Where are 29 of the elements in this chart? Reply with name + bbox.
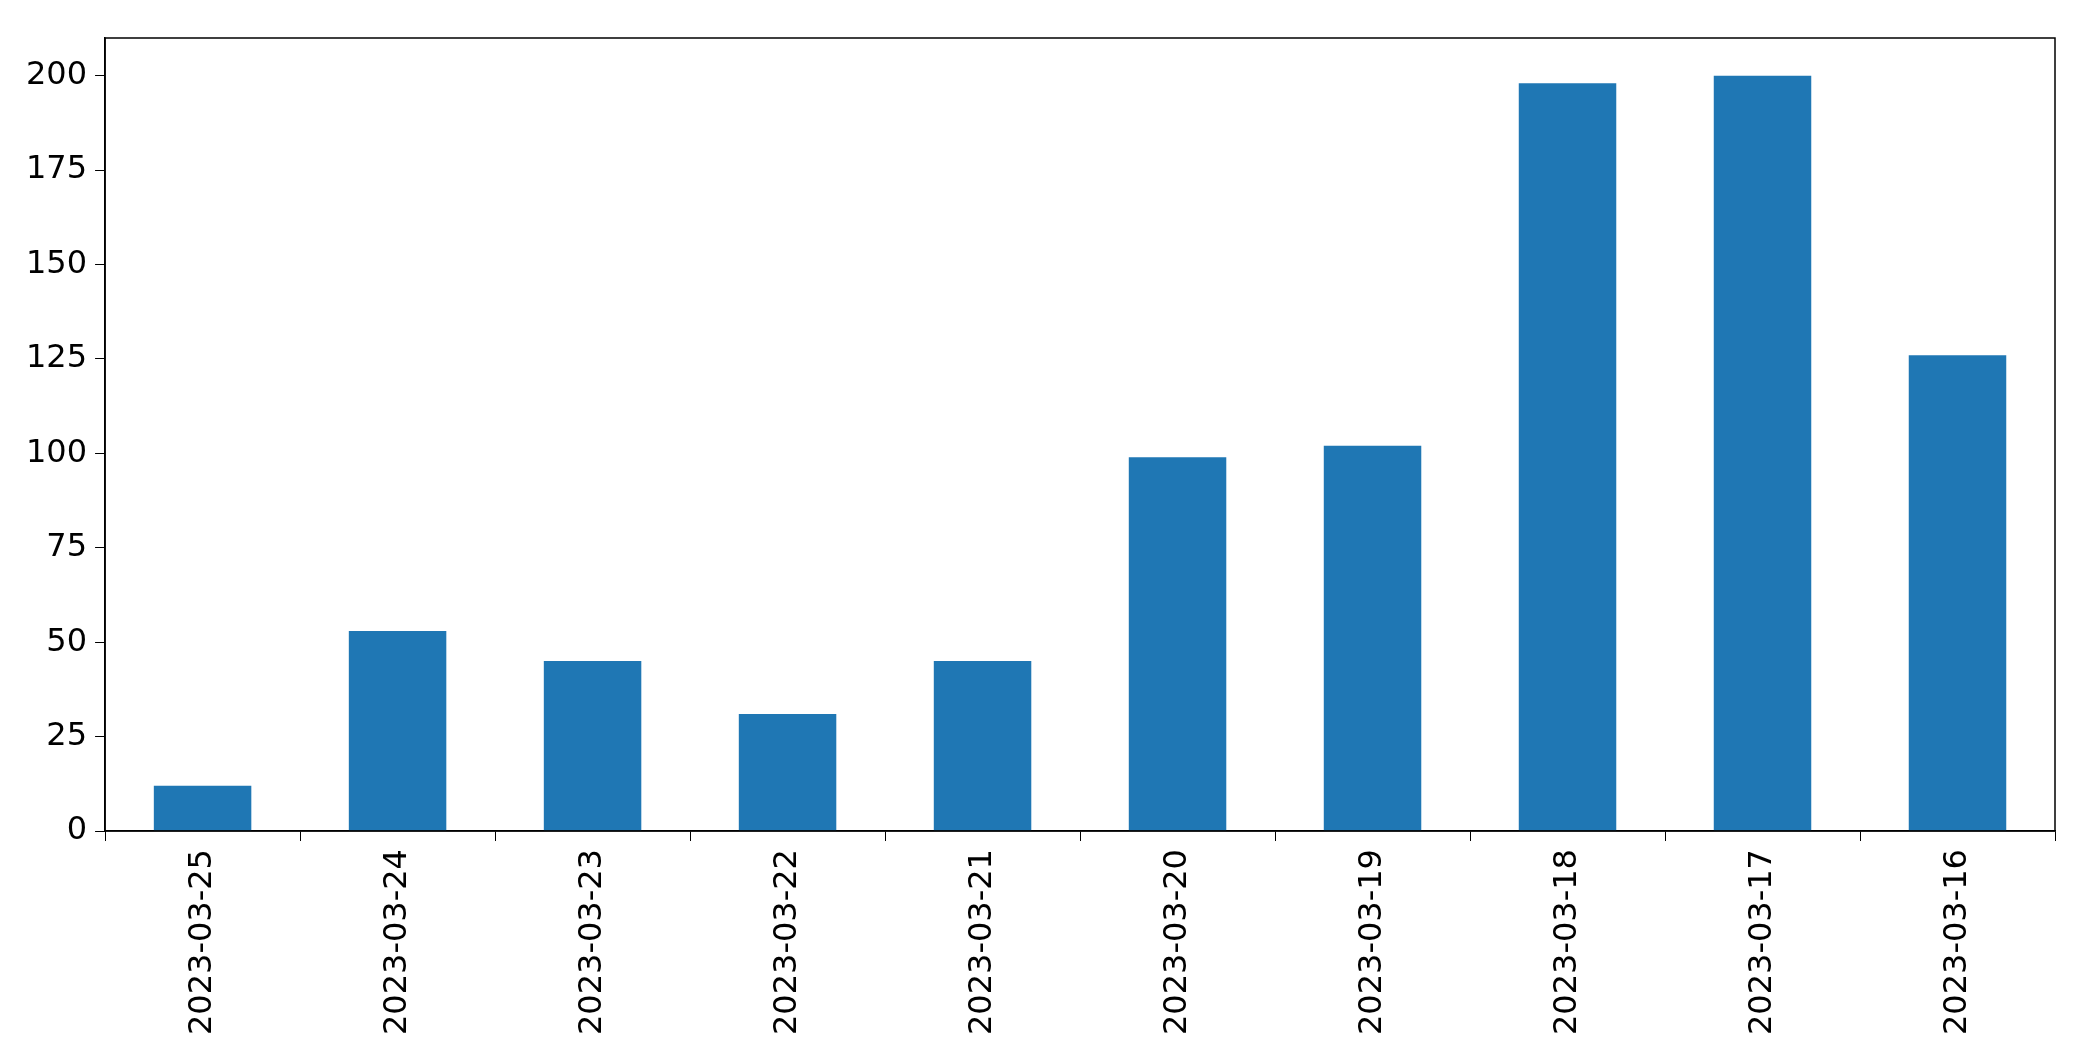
y-tick-label: 150	[26, 242, 88, 281]
x-tick-label: 2023-03-17	[1740, 849, 1779, 1035]
x-tick-label: 2023-03-19	[1350, 849, 1389, 1035]
bar	[933, 661, 1032, 831]
bar	[738, 713, 837, 831]
y-tick-label: 50	[46, 620, 88, 659]
y-tick-label: 175	[26, 148, 88, 187]
bar	[153, 785, 252, 831]
x-tick-label: 2023-03-21	[960, 849, 999, 1035]
bar	[1713, 75, 1812, 831]
y-tick-label: 25	[46, 714, 88, 753]
x-tick-label: 2023-03-23	[570, 849, 609, 1035]
x-tick-label: 2023-03-18	[1545, 849, 1584, 1035]
bar	[1518, 83, 1617, 831]
y-tick-label: 75	[46, 526, 88, 565]
bar	[1128, 457, 1227, 831]
bar	[1323, 445, 1422, 831]
x-tick-label: 2023-03-25	[180, 849, 219, 1035]
bar	[348, 630, 447, 831]
y-tick-label: 100	[26, 431, 88, 470]
bar	[543, 661, 642, 831]
y-tick-label: 0	[66, 809, 88, 848]
x-tick-label: 2023-03-22	[765, 849, 804, 1035]
bar	[1908, 355, 2007, 831]
x-tick-label: 2023-03-20	[1155, 849, 1194, 1035]
x-tick-label: 2023-03-24	[375, 849, 414, 1035]
x-tick-label: 2023-03-16	[1935, 849, 1974, 1035]
y-tick-label: 200	[26, 54, 88, 93]
y-tick-label: 125	[26, 337, 88, 376]
